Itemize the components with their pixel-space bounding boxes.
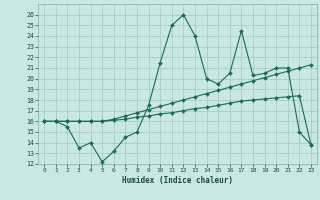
X-axis label: Humidex (Indice chaleur): Humidex (Indice chaleur) bbox=[122, 176, 233, 185]
